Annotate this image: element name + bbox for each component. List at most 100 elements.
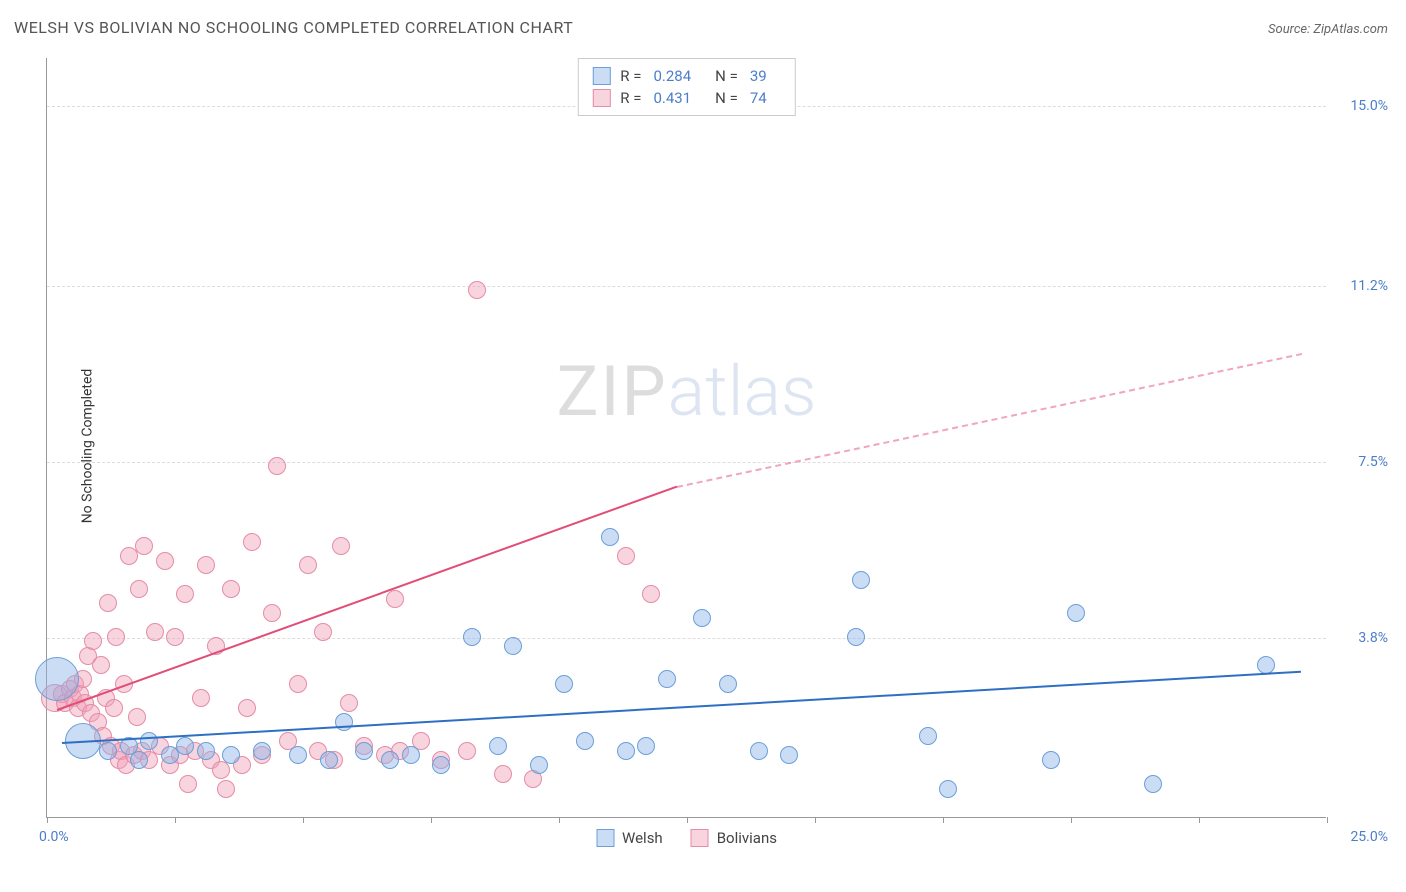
legend-label-bolivian: Bolivians <box>717 829 777 847</box>
x-tick <box>559 817 560 823</box>
gridline <box>47 638 1326 639</box>
welsh-point <box>35 657 79 701</box>
welsh-point <box>1042 751 1060 769</box>
bolivian-point <box>458 742 476 760</box>
bolivian-point <box>84 632 102 650</box>
watermark: ZIPatlas <box>557 351 817 433</box>
welsh-point <box>852 571 870 589</box>
y-tick-label: 11.2% <box>1350 278 1388 294</box>
x-tick <box>815 817 816 823</box>
x-tick <box>431 817 432 823</box>
welsh-point <box>197 742 215 760</box>
bolivian-point <box>92 656 110 674</box>
bolivian-point <box>299 556 317 574</box>
bolivian-point <box>332 537 350 555</box>
welsh-point <box>658 670 676 688</box>
stats-swatch-bolivian <box>592 89 610 107</box>
welsh-point <box>489 737 507 755</box>
welsh-point <box>176 737 194 755</box>
x-tick <box>687 817 688 823</box>
stats-n-val-0: 39 <box>750 67 767 85</box>
bolivian-point <box>268 457 286 475</box>
x-tick <box>175 817 176 823</box>
y-tick-label: 7.5% <box>1358 454 1388 470</box>
welsh-point <box>1067 604 1085 622</box>
welsh-point <box>1144 775 1162 793</box>
trend-line-dashed <box>677 353 1302 488</box>
bolivian-point <box>217 780 235 798</box>
stats-row-bolivian: R = 0.431 N = 74 <box>592 87 780 109</box>
bolivian-point <box>289 675 307 693</box>
welsh-point <box>289 746 307 764</box>
x-tick <box>943 817 944 823</box>
plot-area: ZIPatlas R = 0.284 N = 39 R = 0.431 N = … <box>46 58 1326 818</box>
chart-container: WELSH VS BOLIVIAN NO SCHOOLING COMPLETED… <box>0 0 1406 892</box>
x-tick <box>1199 817 1200 823</box>
welsh-point <box>320 751 338 769</box>
legend: Welsh Bolivians <box>596 829 777 847</box>
bolivian-point <box>197 556 215 574</box>
welsh-point <box>617 742 635 760</box>
watermark-zip: ZIP <box>557 351 668 433</box>
legend-label-welsh: Welsh <box>622 829 663 847</box>
welsh-point <box>693 609 711 627</box>
stats-n-val-1: 74 <box>750 89 767 107</box>
welsh-point <box>530 756 548 774</box>
welsh-point <box>919 727 937 745</box>
x-tick <box>47 817 48 823</box>
bolivian-point <box>179 775 197 793</box>
stats-n-label-0: N = <box>715 67 738 85</box>
bolivian-point <box>176 585 194 603</box>
stats-r-val-0: 0.284 <box>653 67 691 85</box>
welsh-point <box>130 751 148 769</box>
bolivian-point <box>617 547 635 565</box>
legend-swatch-welsh <box>596 829 614 847</box>
bolivian-point <box>263 604 281 622</box>
gridline <box>47 462 1326 463</box>
welsh-point <box>576 732 594 750</box>
stats-r-label-0: R = <box>620 67 641 85</box>
welsh-point <box>140 732 158 750</box>
welsh-point <box>750 742 768 760</box>
welsh-point <box>335 713 353 731</box>
welsh-point <box>463 628 481 646</box>
welsh-point <box>381 751 399 769</box>
bolivian-point <box>340 694 358 712</box>
welsh-point <box>780 746 798 764</box>
stats-box: R = 0.284 N = 39 R = 0.431 N = 74 <box>577 58 795 116</box>
welsh-point <box>504 637 522 655</box>
bolivian-point <box>642 585 660 603</box>
bolivian-point <box>105 699 123 717</box>
bolivian-point <box>494 765 512 783</box>
welsh-point <box>847 628 865 646</box>
x-tick <box>303 817 304 823</box>
bolivian-point <box>99 594 117 612</box>
bolivian-point <box>238 699 256 717</box>
welsh-point <box>939 780 957 798</box>
welsh-point <box>355 742 373 760</box>
y-tick-label: 15.0% <box>1350 98 1388 114</box>
stats-n-label-1: N = <box>715 89 738 107</box>
x-max-label: 25.0% <box>1350 829 1388 845</box>
source-label: Source: ZipAtlas.com <box>1268 22 1388 37</box>
trend-line <box>57 486 677 711</box>
x-tick <box>1327 817 1328 823</box>
welsh-point <box>555 675 573 693</box>
welsh-point <box>402 746 420 764</box>
stats-row-welsh: R = 0.284 N = 39 <box>592 65 780 87</box>
bolivian-point <box>468 281 486 299</box>
welsh-point <box>432 756 450 774</box>
bolivian-point <box>135 537 153 555</box>
welsh-point <box>719 675 737 693</box>
bolivian-point <box>314 623 332 641</box>
stats-r-val-1: 0.431 <box>653 89 691 107</box>
welsh-point <box>222 746 240 764</box>
chart-title: WELSH VS BOLIVIAN NO SCHOOLING COMPLETED… <box>14 18 573 37</box>
legend-item-welsh: Welsh <box>596 829 663 847</box>
welsh-point <box>1257 656 1275 674</box>
x-tick <box>1071 817 1072 823</box>
legend-swatch-bolivian <box>691 829 709 847</box>
bolivian-point <box>166 628 184 646</box>
legend-item-bolivian: Bolivians <box>691 829 777 847</box>
bolivian-point <box>130 580 148 598</box>
